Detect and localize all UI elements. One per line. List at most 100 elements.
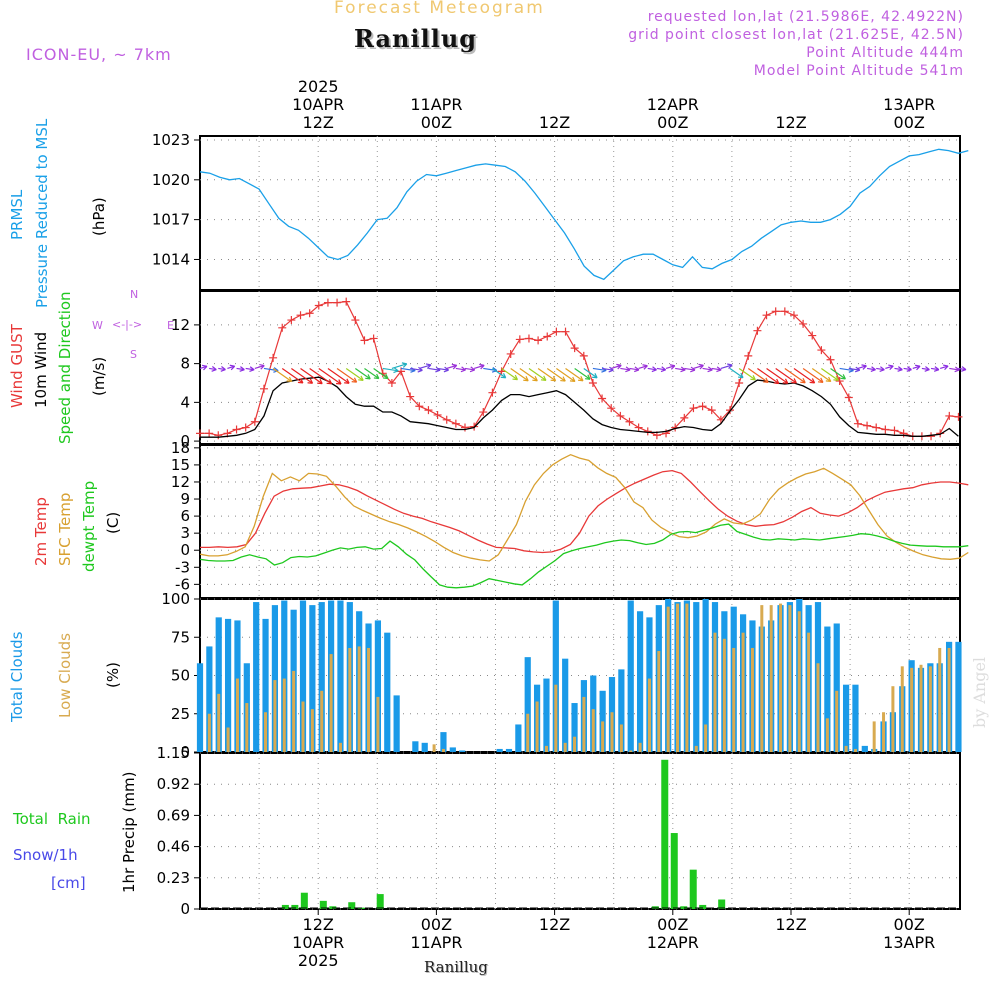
y-tick-label: 0 [180, 432, 190, 450]
total-cloud-bar [459, 750, 466, 752]
wind-direction-arrow [793, 367, 815, 384]
total-cloud-bar [562, 658, 569, 752]
y-tick-label: -6 [175, 575, 190, 593]
gust-marker [835, 377, 844, 386]
panel-frame [199, 444, 961, 599]
wind-direction-arrow [455, 367, 466, 371]
wind-arrow-head [906, 366, 912, 372]
top-time-label: 10APR [292, 95, 344, 114]
gust-marker [506, 349, 515, 358]
wind-arrow-head [727, 363, 733, 369]
total-cloud-bar [833, 623, 840, 752]
low-cloud-bar [844, 745, 848, 752]
wind-direction-arrow [766, 367, 789, 384]
wind-arrow-head [750, 375, 756, 381]
low-cloud-bar [919, 664, 923, 752]
total-cloud-bar [627, 600, 634, 752]
bottom-time-label: 12Z [775, 915, 806, 934]
total-cloud-bar [299, 600, 307, 752]
wind-direction-arrow [291, 367, 313, 384]
wind-arrow-head [763, 377, 769, 383]
wind-direction-arrow [811, 367, 832, 382]
low-cloud-bar [947, 647, 951, 752]
y-tick-label: 0 [180, 900, 190, 918]
wind-arrow-head [870, 366, 876, 373]
gust-marker [415, 402, 424, 411]
gust-marker [680, 413, 689, 422]
wind-arrow-head [669, 364, 676, 370]
wind-direction-arrow [574, 367, 591, 380]
gust-marker [442, 415, 451, 424]
y-tick-label: 0 [180, 541, 190, 559]
wind-direction-arrow [629, 367, 639, 371]
wind-arrow-head [616, 363, 622, 370]
wind-arrow-head [382, 373, 389, 380]
wind-arrow-head [286, 376, 293, 383]
total-cloud-bar [318, 602, 325, 752]
gust-marker [278, 323, 287, 332]
wind-arrow-head [469, 366, 476, 373]
wind-arrow-head [954, 366, 960, 373]
total-cloud-bar [206, 646, 213, 752]
wind-direction-arrow [382, 367, 399, 372]
wind-arrow-head [523, 375, 529, 382]
total-cloud-bar [224, 618, 232, 752]
wind-direction-arrow [802, 367, 824, 383]
y-tick-label: 25 [171, 705, 190, 723]
low-cloud-bar [647, 678, 651, 752]
wind-arrow-head [512, 374, 519, 381]
gust-marker [753, 326, 762, 335]
low-cloud-bar [629, 750, 633, 752]
rain-bar [689, 869, 697, 909]
wind-arrow-head [698, 363, 704, 370]
series-wind-10m [200, 376, 959, 438]
wind-direction-arrow [638, 365, 648, 370]
y-tick-label: 0.23 [157, 869, 190, 887]
wind-arrow-head [651, 366, 657, 373]
wind-direction-arrow [958, 367, 967, 371]
wind-arrow-head [239, 366, 245, 372]
wind-arrow-head [201, 364, 208, 371]
top-time-label: 00Z [657, 113, 688, 132]
low-cloud-bar [779, 603, 783, 752]
wind-direction-arrow [446, 364, 457, 370]
snow-label: Snow/1h [13, 846, 78, 864]
wind-arrow-head [344, 378, 350, 384]
rain-bar [319, 900, 327, 909]
gust-marker [588, 378, 597, 387]
top-time-label: 12APR [647, 95, 699, 114]
low-cloud-bar [853, 748, 857, 752]
gust-marker [817, 346, 826, 355]
wind-direction-arrow [857, 365, 867, 370]
wind-arrow-head [443, 366, 449, 373]
low-cloud-bar [282, 678, 286, 752]
wind-arrow-head [897, 366, 903, 372]
total-cloud-bar [543, 678, 550, 752]
compass-e: E [167, 319, 174, 332]
bottom-time-label: 12APR [647, 933, 699, 952]
wind-direction-arrow [428, 367, 441, 371]
wind-direction-arrow [876, 367, 885, 371]
low-cloud-bar [938, 647, 942, 752]
wind-arrow-head [924, 366, 930, 372]
low-cloud-bar [750, 647, 754, 752]
wind-arrow-head [569, 376, 576, 383]
low-cloud-bar [563, 742, 567, 752]
total-cloud-bar [421, 742, 428, 752]
location-title: Ranillug [354, 24, 478, 53]
bottom-time-label: 12Z [539, 915, 570, 934]
total-cloud-bar [384, 632, 391, 752]
low-cloud-bar [301, 701, 305, 752]
wind-arrow-head [393, 367, 399, 374]
faint-title: Forecast Meteogram [334, 0, 545, 18]
total-cloud-bar [524, 657, 531, 752]
wind-arrow-head [451, 363, 458, 370]
bottom-time-label: 00Z [657, 915, 688, 934]
gust-marker [789, 311, 798, 320]
footer-location: Ranillug [424, 958, 488, 976]
wind-arrow-head [782, 378, 789, 384]
low-cloud-bar [619, 724, 623, 752]
bottom-time-label: 12Z [303, 915, 334, 934]
total-cloud-bar [393, 695, 400, 752]
wind-direction-arrow [565, 367, 584, 382]
